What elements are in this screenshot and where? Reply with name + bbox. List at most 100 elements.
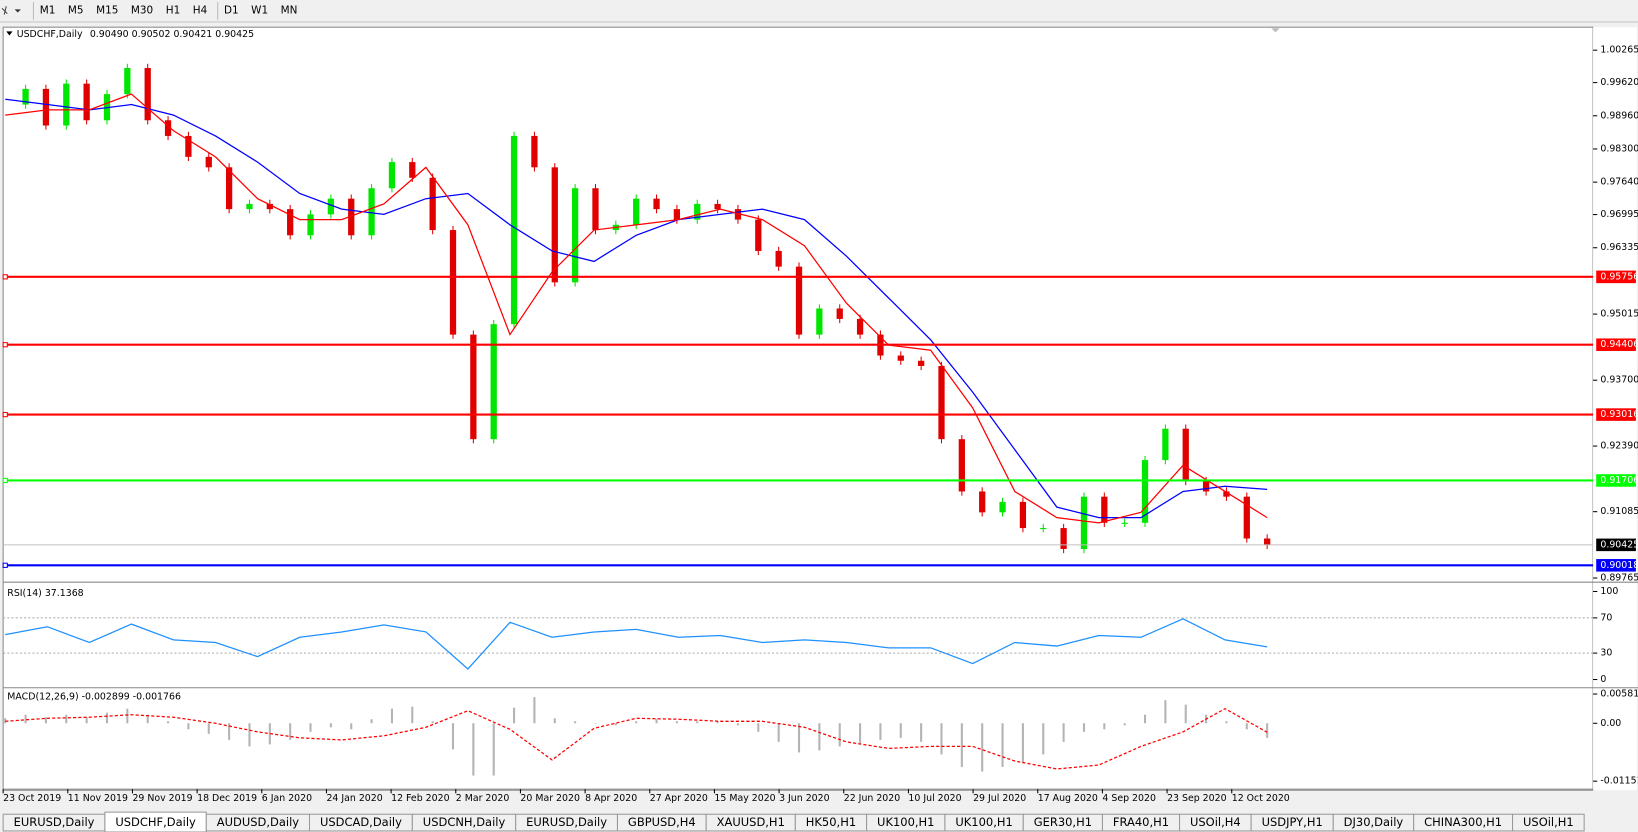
tab-label[interactable]: FRA40,H1 bbox=[1113, 815, 1169, 829]
timeframe-button[interactable]: H4 bbox=[193, 4, 208, 16]
timeframe-button[interactable]: W1 bbox=[251, 4, 268, 16]
macd-bar bbox=[228, 723, 231, 740]
candle bbox=[551, 167, 558, 283]
candle bbox=[225, 167, 233, 210]
tab-label[interactable]: UK100,H1 bbox=[877, 815, 934, 829]
x-tick-label: 2 Mar 2020 bbox=[456, 793, 510, 804]
x-tick-label: 24 Jan 2020 bbox=[326, 793, 382, 804]
candle bbox=[42, 88, 50, 126]
macd-bar bbox=[797, 723, 801, 753]
candle bbox=[1264, 538, 1271, 545]
macd-bar bbox=[24, 714, 27, 724]
y-tick-label: 0.98300 bbox=[1600, 143, 1638, 154]
macd-bar bbox=[1184, 704, 1187, 724]
y-tick-label: 0.97640 bbox=[1600, 177, 1638, 188]
candle bbox=[327, 198, 335, 215]
tab-label[interactable]: GBPUSD,H4 bbox=[628, 815, 696, 829]
tab-label[interactable]: HK50,H1 bbox=[806, 815, 856, 829]
candle bbox=[470, 334, 477, 440]
candle bbox=[63, 83, 70, 126]
candle bbox=[246, 203, 253, 210]
timeframe-button[interactable]: H1 bbox=[166, 4, 180, 16]
tab-label[interactable]: GER30,H1 bbox=[1034, 815, 1092, 829]
macd-bar bbox=[920, 723, 923, 742]
candle bbox=[714, 203, 721, 210]
candle bbox=[694, 203, 701, 220]
macd-bar bbox=[370, 719, 373, 724]
tab[interactable] bbox=[1512, 813, 1585, 832]
candle bbox=[1080, 496, 1088, 549]
timeframe-button[interactable]: M1 bbox=[40, 4, 56, 16]
candle bbox=[795, 266, 803, 335]
macd-bar bbox=[1123, 723, 1126, 726]
level-label: 0.94406 bbox=[1600, 339, 1638, 350]
candle bbox=[816, 308, 823, 335]
ohlc-header: 0.90490 0.90502 0.90421 0.90425 bbox=[90, 29, 254, 40]
candle bbox=[83, 83, 90, 121]
timeframe-button[interactable]: M5 bbox=[68, 4, 84, 16]
level-anchor bbox=[2, 562, 8, 568]
x-tick-label: 4 Sep 2020 bbox=[1102, 793, 1156, 804]
tab-label[interactable]: USDCAD,Daily bbox=[320, 815, 402, 829]
cursor-tool[interactable] bbox=[1, 6, 8, 15]
candle bbox=[571, 188, 579, 283]
candle bbox=[1141, 460, 1149, 523]
candle bbox=[185, 135, 192, 157]
level-box bbox=[1596, 474, 1636, 487]
tab-label[interactable]: AUDUSD,Daily bbox=[217, 815, 300, 829]
macd-bar bbox=[1225, 721, 1228, 724]
tab-label[interactable]: EURUSD,Daily bbox=[526, 815, 607, 829]
macd-bar bbox=[126, 708, 129, 724]
tab-label[interactable]: USOil,H4 bbox=[1190, 815, 1241, 829]
candle bbox=[1182, 428, 1189, 482]
tab-label[interactable]: DJ30,Daily bbox=[1344, 815, 1404, 829]
timeframe-button[interactable]: M30 bbox=[131, 4, 153, 16]
x-tick-label: 29 Jul 2020 bbox=[973, 793, 1026, 804]
timeframe-button[interactable]: MN bbox=[281, 4, 298, 16]
y-tick-label: 30 bbox=[1600, 648, 1612, 659]
macd-bar bbox=[736, 723, 740, 726]
tab-label[interactable]: EURUSD,Daily bbox=[14, 815, 95, 829]
x-tick-label: 12 Feb 2020 bbox=[391, 793, 449, 804]
dropdown-arrow[interactable] bbox=[14, 9, 21, 13]
macd-bar bbox=[451, 723, 455, 750]
y-tick-label: 0.95015 bbox=[1600, 309, 1638, 320]
level-box bbox=[1596, 538, 1636, 552]
tab-label[interactable]: XAUUSD,H1 bbox=[717, 815, 785, 829]
candle bbox=[1243, 496, 1250, 539]
tab-label[interactable]: USOil,H1 bbox=[1523, 815, 1574, 829]
y-tick-label: 0.92390 bbox=[1600, 441, 1638, 452]
tab-label[interactable]: USDJPY,H1 bbox=[1262, 815, 1323, 829]
symbol-menu[interactable] bbox=[6, 31, 13, 36]
candle bbox=[755, 219, 762, 251]
macd-bar bbox=[248, 723, 251, 747]
x-tick-label: 27 Apr 2020 bbox=[650, 793, 708, 804]
candle bbox=[673, 209, 681, 220]
macd-bar bbox=[533, 697, 536, 724]
candle bbox=[531, 135, 538, 168]
macd-bar bbox=[1082, 723, 1086, 732]
timeframe-button[interactable]: D1 bbox=[224, 4, 239, 16]
tab-label[interactable]: USDCNH,Daily bbox=[423, 815, 506, 829]
tab-label[interactable]: CHINA300,H1 bbox=[1424, 815, 1502, 829]
x-tick-label: 22 Jun 2020 bbox=[844, 793, 901, 804]
macd-bar bbox=[268, 723, 271, 745]
macd-bar bbox=[1021, 723, 1024, 763]
x-tick-label: 18 Dec 2019 bbox=[197, 793, 257, 804]
macd-bar bbox=[879, 723, 882, 740]
x-tick-label: 29 Nov 2019 bbox=[132, 793, 192, 804]
macd-bar bbox=[65, 714, 68, 724]
tab-label[interactable]: UK100,H1 bbox=[955, 815, 1012, 829]
y-tick-label: 0.93700 bbox=[1600, 375, 1638, 386]
macd-bar bbox=[350, 723, 353, 730]
y-tick-label: 1.00265 bbox=[1600, 45, 1638, 56]
chart-title: USDCHF,Daily bbox=[17, 29, 83, 40]
x-tick-label: 23 Oct 2019 bbox=[3, 793, 61, 804]
candle bbox=[124, 67, 131, 95]
timeframe-button[interactable]: M15 bbox=[96, 4, 118, 16]
macd-bar bbox=[1001, 723, 1004, 768]
level-anchor bbox=[2, 274, 8, 280]
macd-bar bbox=[146, 714, 149, 724]
tab-label[interactable]: USDCHF,Daily bbox=[115, 815, 196, 829]
macd-bar bbox=[85, 717, 88, 724]
